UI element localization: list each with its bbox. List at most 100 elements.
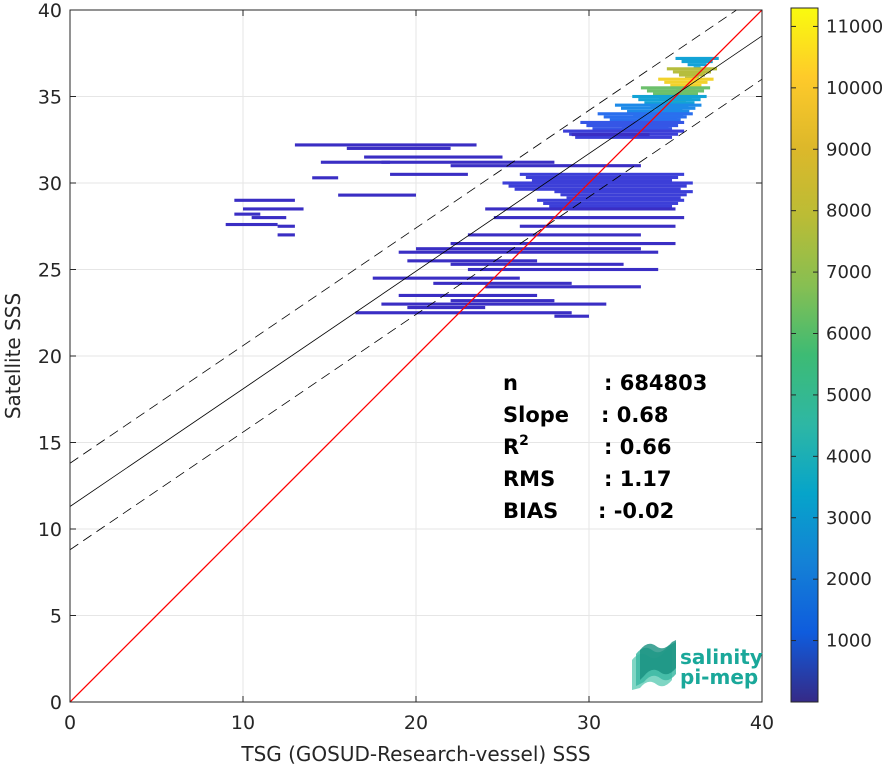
heatmap-cell (485, 285, 641, 289)
heatmap-cell (603, 115, 687, 119)
heatmap-cell (450, 241, 676, 246)
colorbar-ticks: 1000 2000 3000 4000 5000 6000 7000 8000 9000 1000… (791, 16, 883, 652)
heatmap-cell (355, 311, 572, 315)
stat-label: RMS (503, 467, 555, 491)
heatmap-cell (554, 190, 693, 194)
heatmap-cell (687, 63, 707, 67)
y-tick-label: 10 (38, 519, 62, 541)
heatmap-cell (597, 112, 693, 116)
logo-line-2: pi-mep (680, 665, 758, 689)
heatmap-cell (338, 193, 416, 197)
heatmap-cell (646, 89, 705, 93)
heatmap-cell (586, 124, 679, 128)
heatmap-cell (243, 207, 304, 211)
heatmap-cell (614, 103, 702, 107)
heatmap-cell (621, 106, 696, 110)
y-tick-label: 35 (38, 87, 62, 109)
y-axis-label: Satellite SSS (1, 293, 25, 419)
heatmap-cell (627, 109, 690, 113)
colorbar-tick-label: 3000 (826, 508, 872, 529)
heatmap-cell (234, 212, 261, 216)
heatmap-cell (416, 247, 641, 251)
stat-label: BIAS (503, 499, 558, 523)
heatmap-cell (658, 77, 714, 81)
colorbar-tick-label: 8000 (826, 201, 872, 222)
heatmap-cell (537, 198, 685, 202)
heatmap-cell (251, 216, 287, 220)
heatmap-cell (312, 176, 339, 180)
colorbar-tick-label: 9000 (826, 139, 872, 160)
x-axis-label: TSG (GOSUD-Research-vessel) SSS (240, 742, 590, 766)
x-tick-label: 40 (750, 712, 774, 734)
heatmap-cell (467, 233, 641, 237)
y-tick-label: 20 (38, 346, 62, 368)
heatmap-cell (566, 196, 681, 200)
heatmap-cell (653, 92, 698, 96)
heatmap-cell (381, 160, 555, 164)
heatmap-cell (580, 120, 685, 125)
heatmap-cell (681, 59, 713, 64)
colorbar-tick-label: 7000 (826, 262, 872, 283)
salinity-pimep-logo: salinity pi-mep (632, 640, 763, 690)
heatmap-cell (381, 302, 607, 306)
colorbar-tick-label: 6000 (826, 324, 872, 345)
heatmap-cell (467, 267, 659, 272)
heatmap-cell (609, 118, 681, 122)
y-tick-label: 25 (38, 260, 62, 282)
colorbar-tick-label: 4000 (826, 446, 872, 467)
heatmap-cell (398, 250, 659, 254)
heatmap-cell (519, 172, 685, 176)
heatmap-cell (525, 175, 679, 180)
stat-value: : -0.02 (598, 499, 674, 523)
heatmap-cell (560, 193, 687, 197)
stat-label: Slope (503, 403, 569, 427)
heatmap-cell (225, 222, 278, 227)
heatmap-cell (320, 160, 391, 164)
line-fit-1-5 (70, 78, 762, 551)
heatmap-cell (592, 127, 673, 131)
stat-value: : 1.17 (604, 467, 672, 491)
heatmap-cell (485, 207, 676, 211)
heatmap-cell (543, 201, 679, 205)
heatmap-cell (390, 172, 468, 176)
stat-value: : 684803 (604, 371, 707, 395)
y-tick-label: 5 (50, 606, 62, 628)
x-tick-label: 30 (577, 712, 601, 734)
colorbar-tick-label: 11000 (826, 16, 883, 37)
heatmap-cell (407, 306, 486, 310)
heatmap-cell (672, 70, 711, 74)
stat-label: n (503, 371, 518, 395)
colorbar-tick-label: 2000 (826, 569, 872, 590)
heatmap-cell (563, 129, 685, 133)
y-tick-label: 0 (50, 692, 62, 714)
line-1-1 (70, 10, 762, 702)
heatmap-cell (234, 198, 295, 202)
heatmap-cell (493, 216, 685, 220)
heatmap-cell (632, 94, 707, 99)
heatmap-cell (514, 187, 681, 191)
y-tick-label: 40 (38, 0, 62, 22)
heatmap-cell (433, 281, 572, 285)
heatmap-cell (508, 184, 687, 188)
heatmap-cell (450, 262, 624, 266)
heatmap-cell (675, 56, 719, 60)
heatmap-cell (666, 67, 718, 71)
logo-line-1: salinity (680, 645, 763, 669)
logo-waves-icon (632, 640, 676, 690)
colorbar-tick-label: 10000 (826, 78, 883, 99)
x-tick-label: 0 (64, 712, 76, 734)
colorbar (790, 7, 819, 703)
heatmap-cell (575, 135, 673, 139)
heatmap-cell (277, 224, 295, 228)
heatmap-cell (571, 133, 650, 137)
heatmap-cell (364, 155, 503, 159)
x-tick-label: 10 (231, 712, 255, 734)
heatmap-cell (502, 181, 693, 185)
stat-value: : 0.66 (604, 435, 672, 459)
heatmap-cell (294, 143, 477, 147)
heatmap-cell (531, 179, 673, 183)
heatmap-cell (638, 98, 701, 102)
